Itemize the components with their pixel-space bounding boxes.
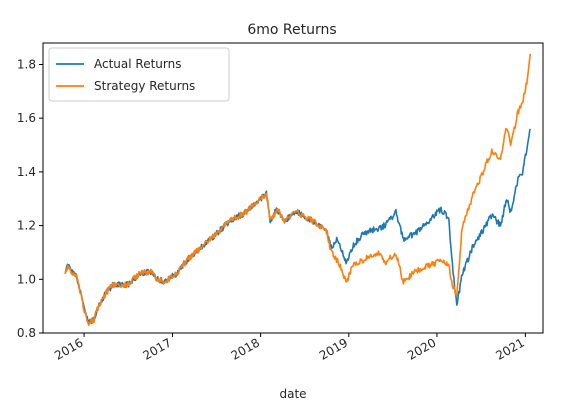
- series-layer: [64, 53, 532, 327]
- y-tick-label: 0.8: [17, 326, 36, 340]
- y-tick-label: 1.2: [17, 219, 36, 233]
- plot-area-frame: [42, 42, 544, 334]
- chart-title: 6mo Returns: [247, 22, 336, 38]
- legend-label: Strategy Returns: [94, 79, 195, 93]
- y-axis: 0.8 1.0 1.2 1.4 1.6 1.8: [17, 57, 43, 340]
- x-axis-label: date: [279, 387, 306, 401]
- legend-label: Actual Returns: [94, 57, 181, 71]
- legend-box: [48, 47, 230, 102]
- series-line-strategy-returns: [64, 53, 532, 327]
- y-tick-label: 1.8: [17, 57, 36, 71]
- y-tick-label: 1.4: [17, 165, 36, 179]
- y-tick-label: 1.0: [17, 272, 36, 286]
- legend: Actual Returns Strategy Returns: [48, 47, 230, 102]
- y-tick-label: 1.6: [17, 111, 36, 125]
